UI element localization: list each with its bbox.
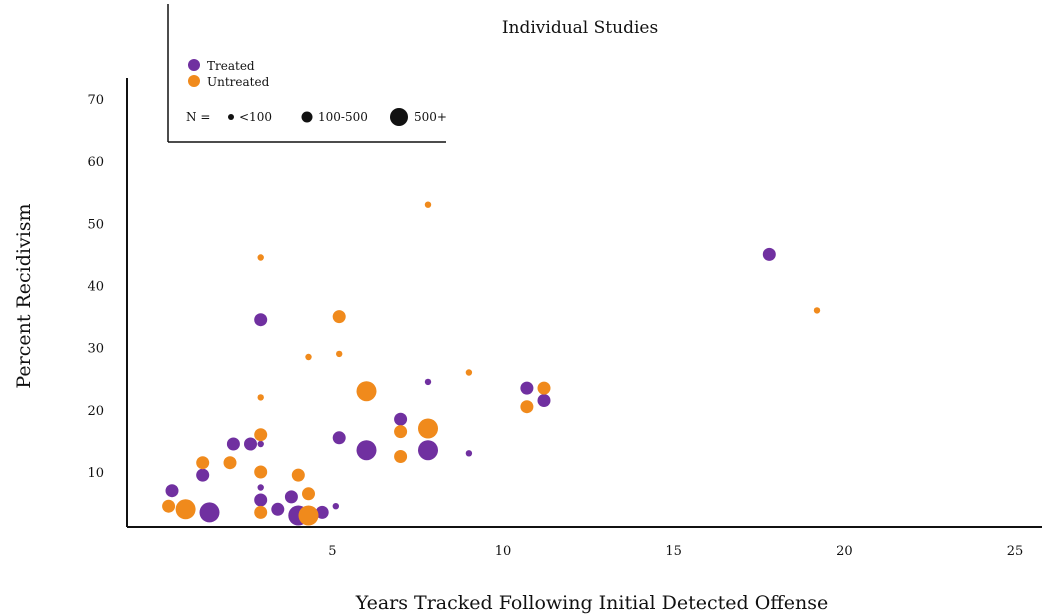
- x-tick-labels: 5 10 15 20 25: [328, 544, 1023, 559]
- data-point-untreated: [394, 450, 408, 463]
- data-point-treated: [394, 412, 408, 426]
- y-tick-label: 30: [87, 342, 104, 357]
- data-point-treated: [196, 468, 210, 482]
- y-tick-label: 20: [87, 404, 104, 419]
- data-point-untreated: [336, 350, 343, 358]
- data-point-treated: [465, 450, 473, 457]
- chart-title: Individual Studies: [502, 18, 658, 38]
- data-point-untreated: [162, 499, 176, 513]
- data-point-treated: [165, 484, 179, 498]
- x-tick-label: 25: [1007, 544, 1024, 559]
- data-point-untreated: [332, 310, 346, 324]
- data-point-untreated: [465, 369, 473, 376]
- data-point-untreated: [196, 456, 210, 470]
- data-point-treated: [356, 440, 377, 461]
- data-point-untreated: [298, 505, 319, 526]
- y-tick-label: 70: [87, 93, 104, 108]
- data-point-treated: [762, 247, 776, 261]
- data-point-untreated: [254, 465, 268, 479]
- x-tick-label: 20: [836, 544, 853, 559]
- data-point-treated: [424, 378, 432, 386]
- data-point-untreated: [257, 254, 264, 261]
- data-point-treated: [254, 493, 268, 507]
- data-point-untreated: [418, 418, 438, 439]
- data-point-untreated: [302, 487, 315, 501]
- data-point-untreated: [291, 468, 305, 482]
- data-point-treated: [537, 394, 551, 407]
- data-point-untreated: [175, 499, 196, 520]
- data-point-untreated: [356, 381, 377, 402]
- legend-treated-label: Treated: [207, 59, 255, 73]
- data-point-treated: [244, 437, 257, 451]
- data-point-treated: [199, 502, 220, 523]
- data-point-untreated: [254, 428, 268, 442]
- x-tick-label: 10: [495, 544, 512, 559]
- data-point-treated: [257, 484, 264, 491]
- legend-size-large-swatch: [390, 108, 408, 126]
- legend-size-large-label: 500+: [414, 110, 447, 124]
- data-point-untreated: [394, 425, 408, 439]
- data-point-treated: [520, 381, 534, 395]
- data-point-untreated: [424, 201, 432, 208]
- y-tick-label: 40: [87, 279, 104, 294]
- data-point-treated: [254, 313, 268, 327]
- data-point-treated: [284, 490, 298, 504]
- legend-size-small-label: <100: [239, 110, 272, 124]
- y-tick-label: 60: [87, 155, 104, 170]
- x-axis-title: Years Tracked Following Initial Detected…: [355, 592, 829, 614]
- y-tick-labels: 10 20 30 40 50 60 70: [87, 93, 104, 481]
- data-point-treated: [315, 505, 329, 519]
- legend-size-small-swatch: [228, 114, 234, 120]
- data-point-treated: [257, 440, 264, 448]
- x-tick-label: 15: [665, 544, 682, 559]
- data-point-treated: [332, 503, 339, 510]
- data-point-untreated: [305, 353, 312, 361]
- legend: Treated Untreated N = <100 100-500 500+: [167, 4, 447, 143]
- data-point-treated: [418, 440, 438, 461]
- data-points: [162, 201, 821, 526]
- data-point-untreated: [223, 456, 237, 470]
- data-point-treated: [271, 502, 285, 516]
- x-tick-label: 5: [328, 544, 336, 559]
- legend-size-prefix: N =: [186, 110, 210, 124]
- y-tick-label: 50: [87, 217, 104, 232]
- data-point-untreated: [254, 505, 268, 519]
- data-point-untreated: [813, 307, 821, 314]
- y-axis-title: Percent Recidivism: [13, 203, 35, 388]
- legend-untreated-label: Untreated: [207, 75, 270, 89]
- legend-size-medium-label: 100-500: [318, 110, 368, 124]
- data-point-untreated: [257, 394, 264, 401]
- data-point-untreated: [537, 381, 551, 395]
- legend-treated-swatch: [188, 59, 200, 71]
- legend-size-medium-swatch: [301, 111, 313, 123]
- legend-untreated-swatch: [188, 75, 200, 87]
- data-point-treated: [226, 437, 240, 451]
- data-point-untreated: [520, 400, 534, 414]
- y-tick-label: 10: [87, 466, 104, 481]
- data-point-treated: [332, 431, 346, 445]
